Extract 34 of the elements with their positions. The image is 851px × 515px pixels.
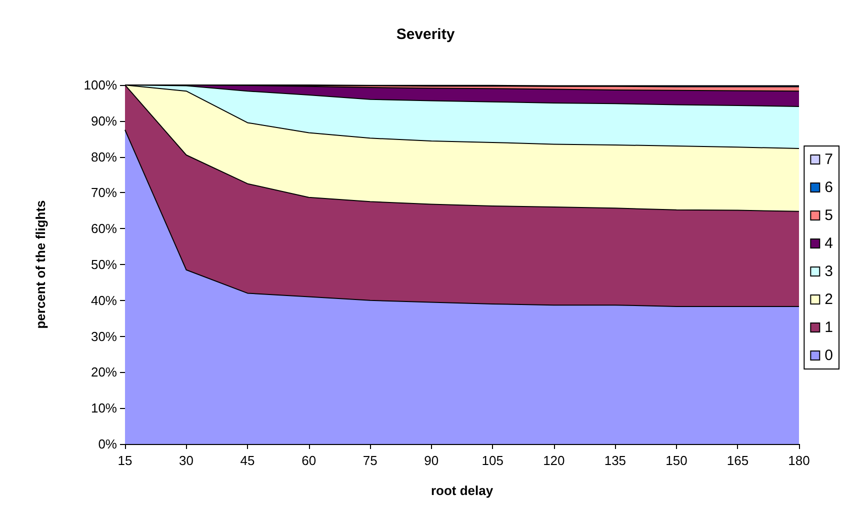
x-tick-label: 180 [788, 453, 810, 468]
x-tick-label: 60 [302, 453, 316, 468]
y-tick-label: 40% [90, 292, 118, 308]
y-tick-label: 100% [84, 78, 118, 92]
legend-label: 3 [824, 263, 833, 280]
x-tick-label: 90 [424, 453, 439, 468]
y-tick-label: 80% [90, 149, 118, 164]
y-axis-title: percent of the flights [33, 200, 48, 329]
x-tick-label: 105 [482, 453, 504, 468]
y-tick-label: 10% [90, 400, 118, 416]
x-axis-title: root delay [430, 483, 494, 498]
y-tick-label: 90% [90, 113, 118, 128]
x-tick-label: 30 [179, 453, 194, 468]
x-tick-label: 120 [543, 453, 565, 468]
chart-title: Severity [396, 26, 456, 43]
legend-label: 0 [824, 347, 833, 364]
legend-label: 1 [824, 319, 833, 336]
y-tick-label: 30% [90, 328, 118, 344]
x-tick-label: 75 [362, 453, 378, 468]
legend-label: 2 [824, 291, 833, 308]
y-tick-label: 50% [90, 257, 118, 272]
legend-label: 5 [824, 207, 833, 224]
x-tick-label: 15 [118, 453, 132, 468]
legend-label: 4 [824, 235, 833, 252]
y-tick-label: 70% [90, 185, 118, 200]
x-tick-label: 150 [666, 453, 688, 468]
x-tick-label: 165 [726, 453, 749, 468]
legend-label: 7 [824, 151, 833, 168]
x-tick-label: 45 [240, 453, 255, 468]
y-tick-label: 20% [90, 364, 118, 380]
y-tick-label: 60% [90, 221, 118, 236]
y-tick-label: 0% [98, 436, 118, 452]
x-tick-label: 135 [604, 453, 626, 468]
legend-label: 6 [824, 179, 833, 196]
